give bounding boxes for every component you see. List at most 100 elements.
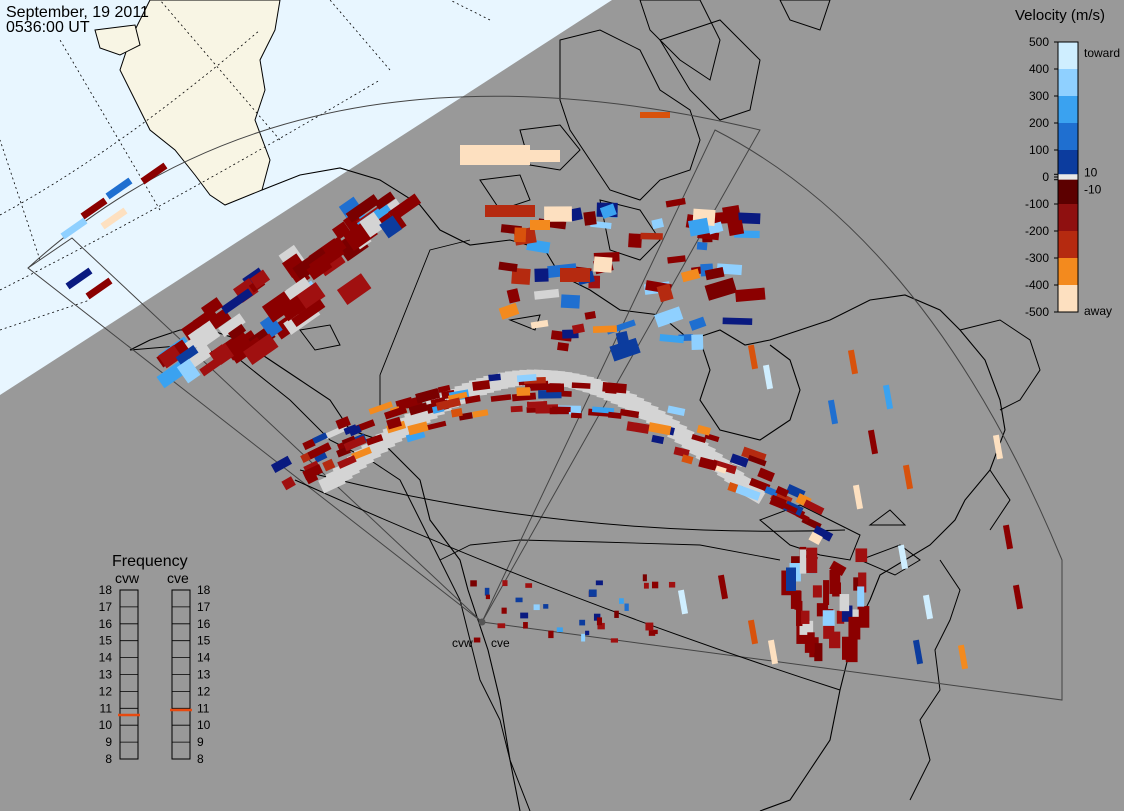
echo-cell bbox=[331, 221, 351, 240]
echo-cell bbox=[698, 456, 718, 471]
echo-cell bbox=[579, 619, 586, 626]
echo-cell bbox=[607, 411, 622, 419]
echo-cell bbox=[351, 446, 372, 461]
echo-cell bbox=[548, 630, 554, 639]
echo-cell bbox=[556, 627, 563, 632]
arctic-islands bbox=[299, 19, 761, 351]
echo-cell bbox=[642, 574, 647, 582]
echo-cell bbox=[823, 614, 835, 639]
echo-cell bbox=[592, 325, 617, 334]
echo-cell bbox=[735, 287, 766, 303]
echo-cell bbox=[804, 632, 815, 653]
echo-cell bbox=[803, 499, 825, 515]
frequency-tick-label: 15 bbox=[99, 634, 113, 648]
colorbar-tick-label: 500 bbox=[1029, 35, 1049, 49]
echo-cell bbox=[673, 446, 690, 458]
echo-cell bbox=[343, 424, 358, 435]
colorbar-tick-label: -300 bbox=[1025, 251, 1049, 265]
echo-cell bbox=[654, 306, 684, 328]
echo-cell bbox=[140, 162, 168, 185]
echo-cell bbox=[470, 580, 477, 587]
echo-cell bbox=[688, 316, 707, 331]
echo-cell bbox=[80, 197, 108, 220]
echo-cell bbox=[218, 313, 246, 338]
echo-cell bbox=[472, 409, 489, 418]
echo-cell bbox=[922, 594, 934, 620]
echo-cell bbox=[543, 604, 549, 609]
echo-cell bbox=[85, 277, 113, 300]
echo-cell bbox=[307, 442, 332, 460]
frequency-tick-label: 13 bbox=[99, 668, 113, 682]
echo-cell bbox=[514, 227, 527, 243]
echo-cell bbox=[530, 319, 549, 329]
frequency-tick-label: 16 bbox=[197, 617, 211, 631]
echo-cell bbox=[615, 331, 630, 345]
echo-cell bbox=[526, 401, 548, 409]
site-label-cvw: cvw bbox=[452, 636, 473, 650]
echo-cell bbox=[790, 590, 802, 609]
echo-cell bbox=[957, 644, 969, 670]
echo-cell bbox=[571, 323, 585, 335]
frequency-tick-label: 9 bbox=[197, 735, 204, 749]
echo-cell bbox=[534, 268, 549, 282]
fov-inner-arc bbox=[294, 479, 841, 691]
daylight-island bbox=[94, 24, 141, 56]
frequency-tick-label: 16 bbox=[99, 617, 113, 631]
echo-cell bbox=[801, 610, 810, 624]
echo-cell bbox=[722, 317, 753, 326]
echo-cell bbox=[845, 638, 858, 663]
velocity-tick-labels: 500400300200100100-10-100-200-300-400-50… bbox=[1025, 35, 1102, 319]
echo-cell bbox=[816, 603, 829, 617]
echo-cell bbox=[829, 570, 841, 594]
colorbar-tick-label: 10 bbox=[1084, 165, 1098, 179]
echo-cell bbox=[337, 455, 357, 469]
colorbar-band bbox=[1058, 204, 1078, 231]
colorbar-band bbox=[1058, 69, 1078, 96]
frequency-tick-label: 11 bbox=[100, 701, 113, 715]
colorbar-tick-label: -500 bbox=[1025, 305, 1049, 319]
fov-cve bbox=[481, 129, 1063, 701]
echo-cell bbox=[520, 612, 529, 619]
radar-site-marker bbox=[478, 618, 486, 626]
frequency-gauges: 18 17 16 15 14 13 12 11 10 9 8 18 17 16 15 14 13 12 11 10 9 8 bbox=[99, 583, 211, 766]
echo-cell bbox=[651, 218, 664, 230]
echo-cell bbox=[228, 323, 247, 340]
frequency-tick-label: 18 bbox=[197, 583, 211, 597]
echo-cell bbox=[882, 384, 894, 410]
echo-cell bbox=[656, 283, 674, 303]
echo-cell bbox=[648, 422, 672, 436]
echo-cell bbox=[717, 574, 729, 600]
echo-cell bbox=[249, 269, 271, 289]
graticule bbox=[0, 0, 491, 331]
echo-cell bbox=[560, 268, 590, 282]
echo-cell bbox=[829, 560, 847, 577]
frequency-tick-label: 12 bbox=[99, 684, 113, 698]
colorbar-tick-label: -400 bbox=[1025, 278, 1049, 292]
hudson-bay bbox=[699, 339, 801, 441]
echo-cell bbox=[500, 150, 560, 162]
echo-cell bbox=[691, 334, 704, 350]
site-label-cve: cve bbox=[491, 636, 510, 650]
echo-cell bbox=[437, 384, 451, 393]
echo-cell bbox=[628, 233, 643, 248]
echo-cell bbox=[472, 379, 491, 391]
echo-cell bbox=[336, 273, 372, 305]
echo-cell bbox=[220, 288, 253, 315]
colorbar-band bbox=[1058, 42, 1078, 69]
echo-cell bbox=[847, 349, 859, 375]
echo-cell bbox=[365, 434, 384, 446]
echo-cell bbox=[867, 429, 879, 455]
great-lakes bbox=[759, 504, 921, 576]
echo-cell bbox=[585, 630, 590, 636]
echo-cell bbox=[281, 476, 296, 491]
echo-cell bbox=[827, 399, 839, 425]
echo-cell bbox=[488, 373, 501, 382]
echo-cell bbox=[799, 619, 808, 635]
echo-cell bbox=[345, 194, 380, 223]
colorbar-tick-label: 200 bbox=[1029, 116, 1049, 130]
echo-cell bbox=[490, 394, 512, 402]
frequency-tick-label: 10 bbox=[99, 718, 113, 732]
echo-cell bbox=[533, 604, 540, 611]
echo-cell bbox=[715, 465, 727, 474]
